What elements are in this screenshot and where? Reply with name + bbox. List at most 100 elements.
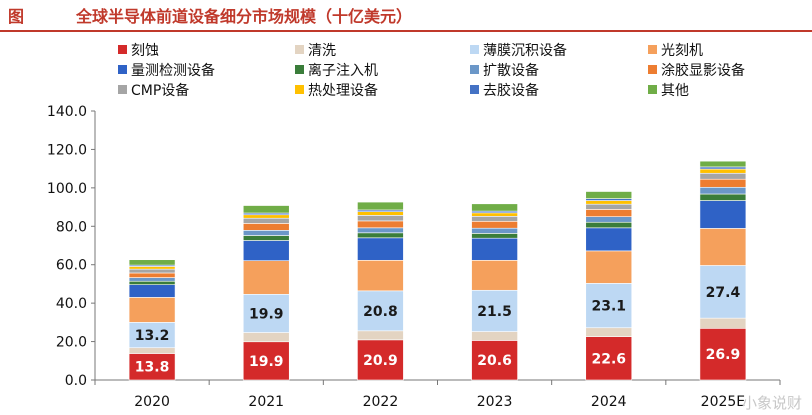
data-label: 13.8 [135,360,170,376]
bar-segment [357,227,404,234]
bar-segment [699,160,747,168]
data-label: 23.1 [591,299,626,315]
legend-label: 刻蚀 [131,43,159,59]
bar-segment [128,347,176,354]
legend-swatch [470,85,479,94]
bar-segment [471,233,518,239]
data-label: 19.9 [249,354,284,370]
legend-swatch [295,85,304,94]
bar-segment [699,172,747,180]
data-labels: 13.8 13.2 19.9 19.9 20.9 20.8 20.6 21.5 22.6 23.1… [135,285,741,376]
bar-segment [357,259,404,292]
bar-segment [242,235,290,241]
y-tick-label: 100.0 [47,181,87,197]
y-tick-label: 80.0 [56,219,87,235]
bar-segment [471,331,518,341]
bar-segment [699,265,747,319]
bar-segment [471,289,518,332]
x-tick-label: 2023 [477,394,513,410]
bar-segment [699,186,747,195]
bar-segment [128,277,176,282]
bar-segment [471,212,518,217]
bar-segment [585,209,633,217]
figure-title: 全球半导体前道设备细分市场规模（十亿美元） [76,7,413,26]
data-label: 22.6 [591,351,626,367]
figure-title-row: 图 全球半导体前道设备细分市场规模（十亿美元） [8,2,412,28]
bar-segment [242,332,290,343]
legend-label: 薄膜沉积设备 [483,42,567,59]
legend-swatch [470,65,479,74]
legend-label: CMP设备 [131,82,189,99]
bar-segment [585,200,633,205]
bar-segment [357,237,404,261]
data-label: 19.9 [249,306,284,322]
bar-segment [242,260,290,295]
legend-label: 扩散设备 [483,62,539,79]
y-tick-label: 60.0 [56,258,87,274]
bar-segment [585,203,633,210]
bar-segment [585,191,633,199]
bar-segment [128,297,176,323]
bar-segment [699,193,747,201]
bar-segment [471,215,518,222]
bar-segment [699,228,747,266]
legend-label: 光刻机 [661,43,703,59]
y-tick-label: 0.0 [65,373,87,389]
bar-segment [471,203,518,212]
bar-segment [357,339,404,381]
bar-segment [242,240,290,261]
bar-segment [128,266,176,270]
bar-segment [699,178,747,188]
legend-label: 离子注入机 [308,62,378,79]
bar-segment [585,221,633,229]
legend-swatch [648,45,657,54]
bar-segment [585,250,633,284]
x-tick-label: 2024 [591,394,627,410]
bar-segment [128,284,176,298]
bar-segment [357,201,404,211]
data-label: 26.9 [706,347,741,363]
bar-segment [242,341,290,381]
bar-segment [585,327,633,337]
data-label: 20.6 [477,353,512,369]
bar-segment [242,214,290,219]
figure-label: 图 [8,7,25,26]
bar-segment [471,237,518,261]
x-axis: 2020 2021 2022 2023 2024 2025E [94,379,781,410]
y-tick-label: 20.0 [56,335,87,351]
legend-swatch [648,65,657,74]
legend-label: 涂胶显影设备 [661,62,745,79]
y-tick-label: 120.0 [47,142,87,158]
legend-label: 去胶设备 [483,82,539,99]
bar-segment [242,223,290,231]
watermark: 小象说财 [741,394,802,412]
legend-swatch [118,45,127,54]
x-tick-label: 2020 [134,394,170,410]
title-divider [0,30,812,32]
x-tick-label: 2025E [701,394,745,410]
bar-segment [242,217,290,224]
bar-segment [128,272,176,278]
bar-segment [128,268,176,274]
bar-segment [357,211,404,216]
data-label: 20.9 [363,353,398,369]
y-tick-label: 40.0 [56,296,87,312]
data-label: 20.8 [363,304,398,320]
bar-segment [471,259,518,291]
legend-swatch [118,65,127,74]
bar-segment [242,230,290,236]
bar-segment [471,220,518,229]
bar-segment [357,220,404,229]
bar-segment [357,215,404,222]
bar-segment [357,330,404,341]
bar-segment [699,168,747,174]
legend-swatch [295,65,304,74]
bar-segment [128,280,176,285]
legend-swatch [648,85,657,94]
legend-label: 热处理设备 [308,82,378,99]
x-tick-label: 2021 [248,394,284,410]
bar-segment [242,205,290,214]
bar-segment [585,227,633,252]
